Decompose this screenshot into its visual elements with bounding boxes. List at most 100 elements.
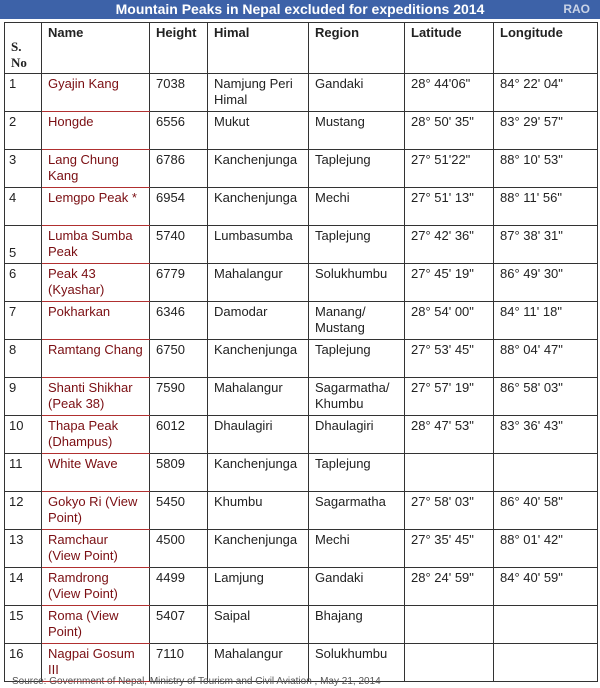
cell-name: Roma (View Point) <box>41 605 150 644</box>
cell-name: Gyajin Kang <box>41 73 150 112</box>
cell-name: Lemgpo Peak * <box>41 187 150 226</box>
cell-height: 6954 <box>149 187 208 226</box>
cell-name: White Wave <box>41 453 150 492</box>
cell-sno: 16 <box>4 643 42 682</box>
table-row: 16 Nagpai Gosum III 7110 Mahalangur Solukhum… <box>4 643 598 682</box>
source-note: Source: Government of Nepal, Ministry of… <box>12 676 381 687</box>
brand-logo: RAO <box>563 2 590 16</box>
cell-latitude <box>404 643 494 682</box>
cell-sno: 7 <box>4 301 42 340</box>
cell-himal: Kanchenjunga <box>207 339 309 378</box>
cell-latitude <box>404 605 494 644</box>
cell-sno: 15 <box>4 605 42 644</box>
cell-sno: 12 <box>4 491 42 530</box>
cell-sno: 8 <box>4 339 42 378</box>
column-header-latitude: Latitude <box>404 22 494 74</box>
table-row: 5 Lumba Sumba Peak 5740 Lumbasumba Taplejung… <box>4 225 598 264</box>
cell-region: Sagarmatha <box>308 491 405 530</box>
cell-himal: Kanchenjunga <box>207 453 309 492</box>
cell-region: Bhajang <box>308 605 405 644</box>
cell-name: Ramtang Chang <box>41 339 150 378</box>
cell-height: 6750 <box>149 339 208 378</box>
cell-height: 6786 <box>149 149 208 188</box>
table-row: 8 Ramtang Chang 6750 Kanchenjunga Taplejung 2… <box>4 339 598 378</box>
cell-himal: Mukut <box>207 111 309 150</box>
cell-name: Shanti Shikhar (Peak 38) <box>41 377 150 416</box>
cell-height: 7590 <box>149 377 208 416</box>
cell-longitude: 86° 58' 03" <box>493 377 598 416</box>
cell-sno: 13 <box>4 529 42 568</box>
cell-name: Lumba Sumba Peak <box>41 225 150 264</box>
cell-name: Nagpai Gosum III <box>41 643 150 682</box>
cell-longitude: 88° 11' 56" <box>493 187 598 226</box>
table-row: 10 Thapa Peak (Dhampus) 6012 Dhaulagiri Dhau… <box>4 415 598 454</box>
column-header-longitude: Longitude <box>493 22 598 74</box>
column-header-himal: Himal <box>207 22 309 74</box>
cell-height: 5450 <box>149 491 208 530</box>
cell-height: 5407 <box>149 605 208 644</box>
cell-name: Ramdrong (View Point) <box>41 567 150 606</box>
table-row: 12 Gokyo Ri (View Point) 5450 Khumbu Sagarma… <box>4 491 598 530</box>
cell-region: Dhaulagiri <box>308 415 405 454</box>
cell-longitude: 84° 11' 18" <box>493 301 598 340</box>
cell-sno: 10 <box>4 415 42 454</box>
table-row: 2 Hongde 6556 Mukut Mustang 28° 50' 35" 83° 29… <box>4 111 598 150</box>
cell-himal: Mahalangur <box>207 643 309 682</box>
cell-himal: Kanchenjunga <box>207 149 309 188</box>
cell-himal: Mahalangur <box>207 263 309 302</box>
cell-latitude: 28° 44'06" <box>404 73 494 112</box>
cell-latitude: 28° 54' 00" <box>404 301 494 340</box>
cell-region: Taplejung <box>308 225 405 264</box>
cell-sno: 9 <box>4 377 42 416</box>
cell-longitude: 88° 01' 42" <box>493 529 598 568</box>
cell-height: 6556 <box>149 111 208 150</box>
cell-sno: 4 <box>4 187 42 226</box>
table-row: 9 Shanti Shikhar (Peak 38) 7590 Mahalangur S… <box>4 377 598 416</box>
table-row: 7 Pokharkan 6346 Damodar Manang/ Mustang 28° … <box>4 301 598 340</box>
cell-sno: 3 <box>4 149 42 188</box>
table-row: 4 Lemgpo Peak * 6954 Kanchenjunga Mechi 27° 5… <box>4 187 598 226</box>
table-row: 1 Gyajin Kang 7038 Namjung Peri Himal Gandak… <box>4 73 598 112</box>
cell-longitude: 84° 40' 59" <box>493 567 598 606</box>
cell-region: Taplejung <box>308 149 405 188</box>
page-title: Mountain Peaks in Nepal excluded for exp… <box>115 1 485 17</box>
cell-himal: Lamjung <box>207 567 309 606</box>
cell-sno: 1 <box>4 73 42 112</box>
cell-longitude: 86° 49' 30" <box>493 263 598 302</box>
cell-himal: Damodar <box>207 301 309 340</box>
cell-himal: Lumbasumba <box>207 225 309 264</box>
cell-region: Solukhumbu <box>308 263 405 302</box>
cell-latitude: 28° 24' 59" <box>404 567 494 606</box>
cell-longitude <box>493 453 598 492</box>
cell-sno: 2 <box>4 111 42 150</box>
cell-longitude <box>493 643 598 682</box>
cell-longitude: 88° 10' 53" <box>493 149 598 188</box>
cell-himal: Saipal <box>207 605 309 644</box>
cell-latitude: 28° 50' 35" <box>404 111 494 150</box>
cell-himal: Kanchenjunga <box>207 529 309 568</box>
column-header-name: Name <box>41 22 150 74</box>
cell-longitude: 83° 36' 43" <box>493 415 598 454</box>
cell-region: Mustang <box>308 111 405 150</box>
cell-height: 6346 <box>149 301 208 340</box>
cell-sno: 14 <box>4 567 42 606</box>
cell-name: Peak 43 (Kyashar) <box>41 263 150 302</box>
cell-latitude: 27° 58' 03" <box>404 491 494 530</box>
cell-latitude: 27° 42' 36" <box>404 225 494 264</box>
cell-latitude: 27° 51' 13" <box>404 187 494 226</box>
cell-himal: Mahalangur <box>207 377 309 416</box>
table-row: 13 Ramchaur (View Point) 4500 Kanchenjunga M… <box>4 529 598 568</box>
cell-height: 7038 <box>149 73 208 112</box>
cell-latitude: 28° 47' 53" <box>404 415 494 454</box>
cell-height: 6779 <box>149 263 208 302</box>
cell-height: 6012 <box>149 415 208 454</box>
cell-longitude: 86° 40' 58" <box>493 491 598 530</box>
column-header-sno: S. No <box>4 22 42 74</box>
table-row: 3 Lang Chung Kang 6786 Kanchenjunga Taplejun… <box>4 149 598 188</box>
cell-name: Gokyo Ri (View Point) <box>41 491 150 530</box>
cell-name: Thapa Peak (Dhampus) <box>41 415 150 454</box>
cell-height: 7110 <box>149 643 208 682</box>
peaks-table: S. No Name Height Himal Region Latitude … <box>4 22 598 682</box>
cell-region: Taplejung <box>308 339 405 378</box>
cell-himal: Dhaulagiri <box>207 415 309 454</box>
